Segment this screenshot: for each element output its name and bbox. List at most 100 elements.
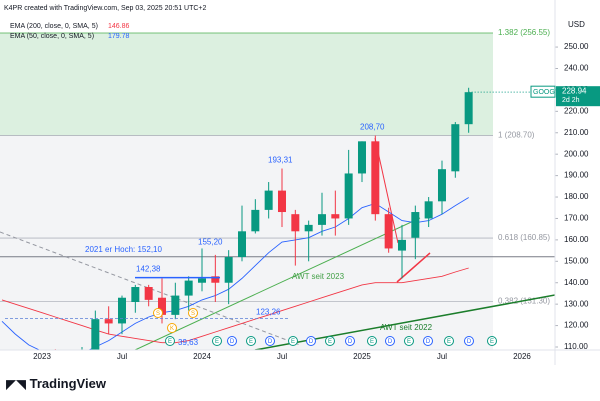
price-tag: [556, 86, 600, 107]
event-marker: [167, 323, 177, 333]
event-label: S: [156, 311, 160, 317]
fib-zone-upper: [0, 33, 493, 136]
candle-body: [291, 214, 300, 232]
legend-value: 146.86: [108, 23, 130, 30]
x-tick-label: 2023: [33, 352, 51, 361]
candle-body: [144, 287, 153, 300]
price-annotation: 208,70: [360, 123, 385, 132]
x-tick-label: Jul: [117, 352, 127, 361]
x-tick-label: Jul: [437, 352, 447, 361]
candle-body: [317, 214, 326, 225]
event-label: S: [191, 311, 195, 317]
candle-body: [237, 231, 246, 258]
y-tick-label: 110.00: [564, 342, 588, 351]
y-tick-label: 180.00: [564, 192, 589, 201]
fib-label: 0.618 (160.85): [498, 233, 550, 242]
event-label: E: [215, 339, 219, 345]
event-marker: [345, 336, 355, 346]
legend-name: EMA (50, close, 0, SMA, 5): [10, 33, 94, 40]
candle-body: [251, 209, 260, 232]
candle-body: [397, 239, 406, 251]
trend-red: [396, 252, 431, 283]
dashed-trend: [0, 231, 301, 346]
x-tick-label: 2024: [193, 352, 211, 361]
ema-line: [1, 197, 469, 350]
y-tick-label: 160.00: [564, 235, 589, 244]
price-annotation: 155,20: [198, 237, 223, 246]
candle-body: [184, 280, 193, 296]
x-tick-label: Jul: [277, 352, 287, 361]
event-label: E: [447, 339, 451, 345]
event-label: D: [467, 339, 472, 345]
event-marker: [367, 336, 377, 346]
trend-2022: [254, 294, 555, 350]
candle-body: [264, 190, 273, 210]
event-marker: [423, 336, 433, 346]
event-label: E: [370, 339, 374, 345]
y-tick-label: 120.00: [564, 321, 589, 330]
event-marker: [325, 336, 335, 346]
event-label: D: [426, 339, 431, 345]
event-label: D: [388, 339, 393, 345]
event-label: D: [268, 339, 273, 345]
ema-line: [1, 267, 469, 344]
y-tick-label: 150.00: [564, 256, 589, 265]
event-label: E: [407, 339, 411, 345]
candle-body: [424, 201, 433, 219]
event-marker: [165, 336, 175, 346]
y-tick-label: 250.00: [564, 42, 589, 51]
price-label: 228.94: [562, 86, 587, 95]
event-marker: [212, 336, 222, 346]
candle-body: [451, 124, 460, 172]
trend-2023: [134, 217, 421, 350]
candle-body: [371, 141, 380, 215]
event-label: D: [348, 339, 353, 345]
logo-text: TradingView: [30, 376, 107, 391]
y-tick-label: 170.00: [564, 214, 589, 223]
event-label: E: [328, 339, 332, 345]
event-marker: [306, 336, 316, 346]
event-marker: [385, 336, 395, 346]
candle-body: [91, 319, 100, 350]
event-marker: [265, 336, 275, 346]
symbol-tag: [530, 85, 556, 98]
event-label: E: [490, 339, 494, 345]
event-marker: [188, 308, 198, 318]
candle-body: [384, 214, 393, 249]
candle-body: [357, 141, 366, 174]
event-marker: [246, 336, 256, 346]
event-label: E: [291, 339, 295, 345]
event-label: K: [170, 326, 174, 332]
y-tick-label: 220.00: [564, 106, 589, 115]
event-marker: [464, 336, 474, 346]
candle-body: [437, 169, 446, 202]
symbol-label: GOOG: [533, 89, 555, 96]
candle-body: [78, 351, 86, 360]
price-annotation: 123,26: [256, 308, 281, 317]
candle-body: [344, 173, 353, 219]
y-tick-label: 190.00: [564, 171, 589, 180]
y-tick-label: 140.00: [564, 278, 589, 287]
note: AWT seit 2022: [380, 323, 433, 332]
fib-zone-lower: [0, 135, 493, 350]
candle-body: [104, 319, 113, 324]
event-label: E: [249, 339, 253, 345]
fib-label: 1 (208.70): [498, 131, 535, 140]
event-label: D: [309, 339, 314, 345]
y-tick-label: 240.00: [564, 64, 589, 73]
event-marker: [288, 336, 298, 346]
price-annotation: 193,31: [268, 156, 293, 165]
logo: ◤◥ TradingView: [6, 376, 107, 391]
x-tick-label: 2025: [353, 352, 371, 361]
candle-body: [277, 190, 286, 213]
y-tick-label: 200.00: [564, 149, 589, 158]
legend-value: 179.78: [108, 33, 130, 40]
event-label: D: [230, 339, 235, 345]
event-marker: [444, 336, 454, 346]
resistance-label: 2021 er Hoch: 152,10: [85, 245, 162, 254]
note: 39,63: [178, 338, 199, 347]
candle-body: [117, 297, 126, 324]
event-marker: [487, 336, 497, 346]
price-annotation: 142,38: [136, 265, 161, 274]
candle-body: [464, 92, 473, 125]
